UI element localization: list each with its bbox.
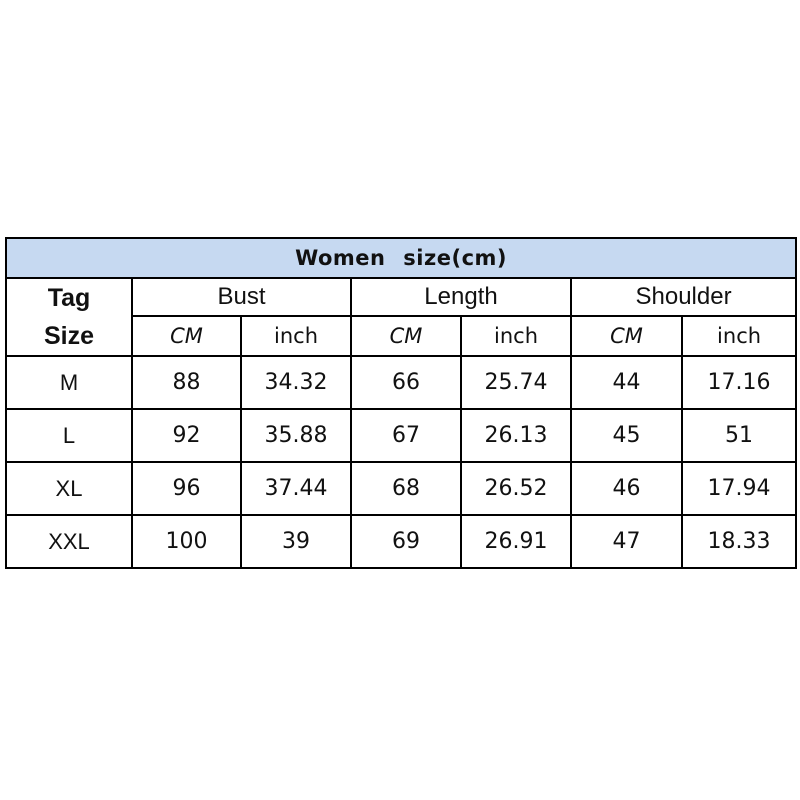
- value-cell: 96: [131, 461, 242, 516]
- tag-size-header: Tag Size: [5, 277, 133, 357]
- value-cell: 26.91: [460, 514, 572, 569]
- unit-header: CM: [570, 315, 683, 357]
- value-cell: 35.88: [240, 408, 352, 463]
- value-cell: 18.33: [680, 514, 798, 569]
- value-cell: 69: [350, 514, 462, 569]
- value-cell: 25.74: [460, 355, 572, 410]
- tag-label: Tag: [47, 284, 91, 312]
- shoulder-header: Shoulder: [569, 276, 798, 318]
- size-cell: XXL: [5, 514, 133, 569]
- value-cell: 67: [350, 408, 462, 463]
- value-cell: 26.13: [460, 408, 572, 463]
- value-cell: 45: [570, 408, 683, 463]
- value-cell: 68: [350, 461, 462, 516]
- value-cell: 34.32: [240, 355, 352, 410]
- table-row: XXL 100 39 69 26.91 47 18.33: [5, 514, 798, 569]
- value-cell: 88: [131, 355, 242, 410]
- value-cell: 92: [131, 408, 242, 463]
- size-cell: XL: [5, 461, 133, 516]
- value-cell: 46: [570, 461, 683, 516]
- unit-header: CM: [350, 315, 462, 357]
- value-cell: 39: [240, 514, 352, 569]
- unit-header: CM: [131, 315, 242, 357]
- table-row: M 88 34.32 66 25.74 44 17.16: [5, 355, 798, 410]
- value-cell: 100: [131, 514, 242, 569]
- size-cell: M: [5, 355, 133, 410]
- unit-header: inch: [240, 315, 352, 357]
- value-cell: 37.44: [240, 461, 352, 516]
- unit-header: inch: [680, 315, 798, 357]
- value-cell: 66: [350, 355, 462, 410]
- value-cell: 51: [680, 408, 798, 463]
- size-cell: L: [5, 408, 133, 463]
- value-cell: 17.94: [680, 461, 798, 516]
- bust-header: Bust: [131, 276, 352, 318]
- value-cell: 44: [570, 355, 683, 410]
- table-row: XL 96 37.44 68 26.52 46 17.94: [5, 461, 798, 516]
- value-cell: 47: [570, 514, 683, 569]
- value-cell: 17.16: [680, 355, 798, 410]
- table-row: L 92 35.88 67 26.13 45 51: [5, 408, 798, 463]
- value-cell: 26.52: [460, 461, 572, 516]
- unit-header: inch: [460, 315, 572, 357]
- size-chart-table: Women size(cm) Tag Size Bust Length Shou…: [4, 237, 798, 569]
- table-title: Women size(cm): [4, 237, 798, 279]
- length-header: Length: [350, 276, 572, 318]
- size-label: Size: [43, 322, 95, 350]
